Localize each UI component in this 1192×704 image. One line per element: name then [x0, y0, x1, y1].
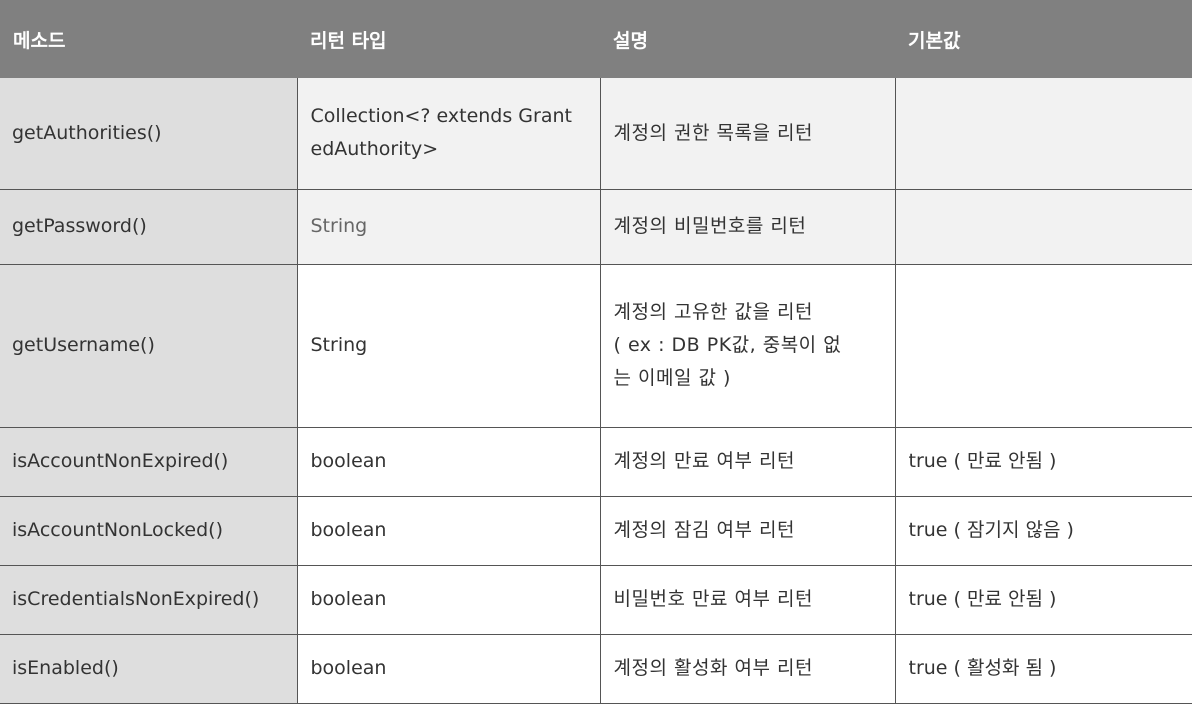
default-cell: true ( 활성화 됨 ): [895, 634, 1192, 704]
table-row: getAuthorities() Collection<? extends Gr…: [0, 78, 1192, 190]
method-cell: getPassword(): [0, 189, 298, 265]
description-cell: 계정의 만료 여부 리턴: [600, 427, 896, 497]
table-row: getUsername() String 계정의 고유한 값을 리턴 ( ex :…: [0, 264, 1192, 428]
method-cell: getAuthorities(): [0, 78, 298, 190]
header-row: 메소드 리턴 타입 설명 기본값: [0, 0, 1192, 78]
method-cell: isEnabled(): [0, 634, 298, 704]
header-default: 기본값: [908, 29, 961, 52]
method-cell: isCredentialsNonExpired(): [0, 565, 298, 635]
description-cell: 계정의 권한 목록을 리턴: [600, 78, 896, 190]
return-type-cell: boolean: [297, 634, 601, 704]
method-cell: isAccountNonLocked(): [0, 496, 298, 566]
default-cell: true ( 만료 안됨 ): [895, 565, 1192, 635]
description-line: ( ex : DB PK값, 중복이 없: [613, 334, 842, 356]
method-cell: getUsername(): [0, 264, 298, 428]
return-type-cell: boolean: [297, 565, 601, 635]
return-type-cell: String: [297, 264, 601, 428]
description-cell: 계정의 비밀번호를 리턴: [600, 189, 896, 265]
description-cell: 계정의 활성화 여부 리턴: [600, 634, 896, 704]
header-description: 설명: [613, 29, 648, 52]
table-row: isEnabled() boolean 계정의 활성화 여부 리턴 true (…: [0, 634, 1192, 704]
default-cell: [895, 78, 1192, 190]
header-method: 메소드: [13, 29, 66, 52]
table-row: isAccountNonLocked() boolean 계정의 잠김 여부 리…: [0, 496, 1192, 566]
description-line: 계정의 권한 목록을 리턴: [613, 121, 813, 144]
default-cell: [895, 189, 1192, 265]
return-type-line: edAuthority>: [310, 138, 439, 161]
default-cell: [895, 264, 1192, 428]
description-line: 계정의 고유한 값을 리턴: [613, 301, 813, 323]
header-return-type: 리턴 타입: [310, 29, 387, 52]
table-row: getPassword() String 계정의 비밀번호를 리턴: [0, 189, 1192, 265]
description-line: 는 이메일 값 ): [613, 367, 731, 389]
description-cell: 계정의 잠김 여부 리턴: [600, 496, 896, 566]
description-cell: 비밀번호 만료 여부 리턴: [600, 565, 896, 635]
method-cell: isAccountNonExpired(): [0, 427, 298, 497]
return-type-line: Collection<? extends Grant: [310, 105, 572, 128]
default-cell: true ( 만료 안됨 ): [895, 427, 1192, 497]
table-row: isCredentialsNonExpired() boolean 비밀번호 만…: [0, 565, 1192, 635]
table-body: getAuthorities() Collection<? extends Gr…: [0, 78, 1192, 704]
table-header: 메소드 리턴 타입 설명 기본값: [0, 0, 1192, 78]
return-type-cell: Collection<? extends Grant edAuthority>: [297, 78, 601, 190]
table-row: isAccountNonExpired() boolean 계정의 만료 여부 …: [0, 427, 1192, 497]
return-type-cell: boolean: [297, 427, 601, 497]
default-cell: true ( 잠기지 않음 ): [895, 496, 1192, 566]
return-type-cell: String: [297, 189, 601, 265]
return-type-cell: boolean: [297, 496, 601, 566]
